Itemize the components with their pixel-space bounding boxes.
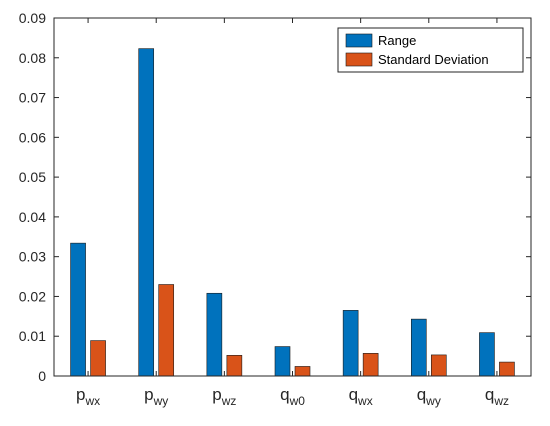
bar-std-6	[499, 361, 515, 377]
y-tick-label-6: 0.06	[19, 129, 46, 145]
y-tick-label-9: 0.09	[19, 10, 46, 26]
y-tick-label-7: 0.07	[19, 90, 46, 106]
bar-std-1	[158, 284, 175, 377]
x-tick-label-5: qwy	[417, 385, 441, 408]
y-tick-label-5: 0.05	[19, 169, 46, 185]
bar-range-5	[410, 318, 427, 377]
plot-background	[54, 18, 531, 376]
bar-std-2	[226, 355, 243, 377]
legend-swatch-std	[345, 52, 373, 67]
bar-std-5	[430, 354, 447, 377]
legend-label-range: Range	[378, 33, 416, 48]
bar-range-4	[342, 310, 359, 377]
bar-range-3	[274, 346, 291, 377]
legend-swatch-range	[345, 33, 373, 48]
bar-range-2	[206, 292, 223, 377]
y-tick-label-2: 0.02	[19, 288, 46, 304]
legend: Range Standard Deviation	[337, 27, 524, 73]
bar-range-1	[138, 48, 155, 377]
x-tick-label-4: qwx	[349, 385, 373, 408]
legend-label-std: Standard Deviation	[378, 52, 489, 67]
x-tick-label-1: pwy	[144, 385, 168, 408]
x-tick-label-0: pwx	[76, 385, 100, 408]
bar-std-3	[294, 366, 311, 377]
y-tick-label-4: 0.04	[19, 209, 46, 225]
bars-layer	[70, 48, 515, 377]
bar-std-0	[90, 340, 106, 377]
x-tick-label-2: pwz	[212, 385, 236, 408]
y-tick-label-1: 0.01	[19, 328, 46, 344]
bar-std-4	[362, 353, 379, 377]
ticks-layer: 0 0.01 0.02 0.03 0.04 0.05 0.06 0.07 0.08 0.09 pwx…	[19, 10, 531, 408]
y-tick-label-3: 0.03	[19, 249, 46, 265]
bar-range-6	[479, 332, 495, 377]
y-tick-label-8: 0.08	[19, 50, 46, 66]
y-tick-label-0: 0	[38, 368, 46, 384]
x-tick-label-3: qw0	[280, 385, 305, 408]
x-tick-label-6: qwz	[485, 385, 509, 408]
bar-range-0	[70, 242, 86, 377]
